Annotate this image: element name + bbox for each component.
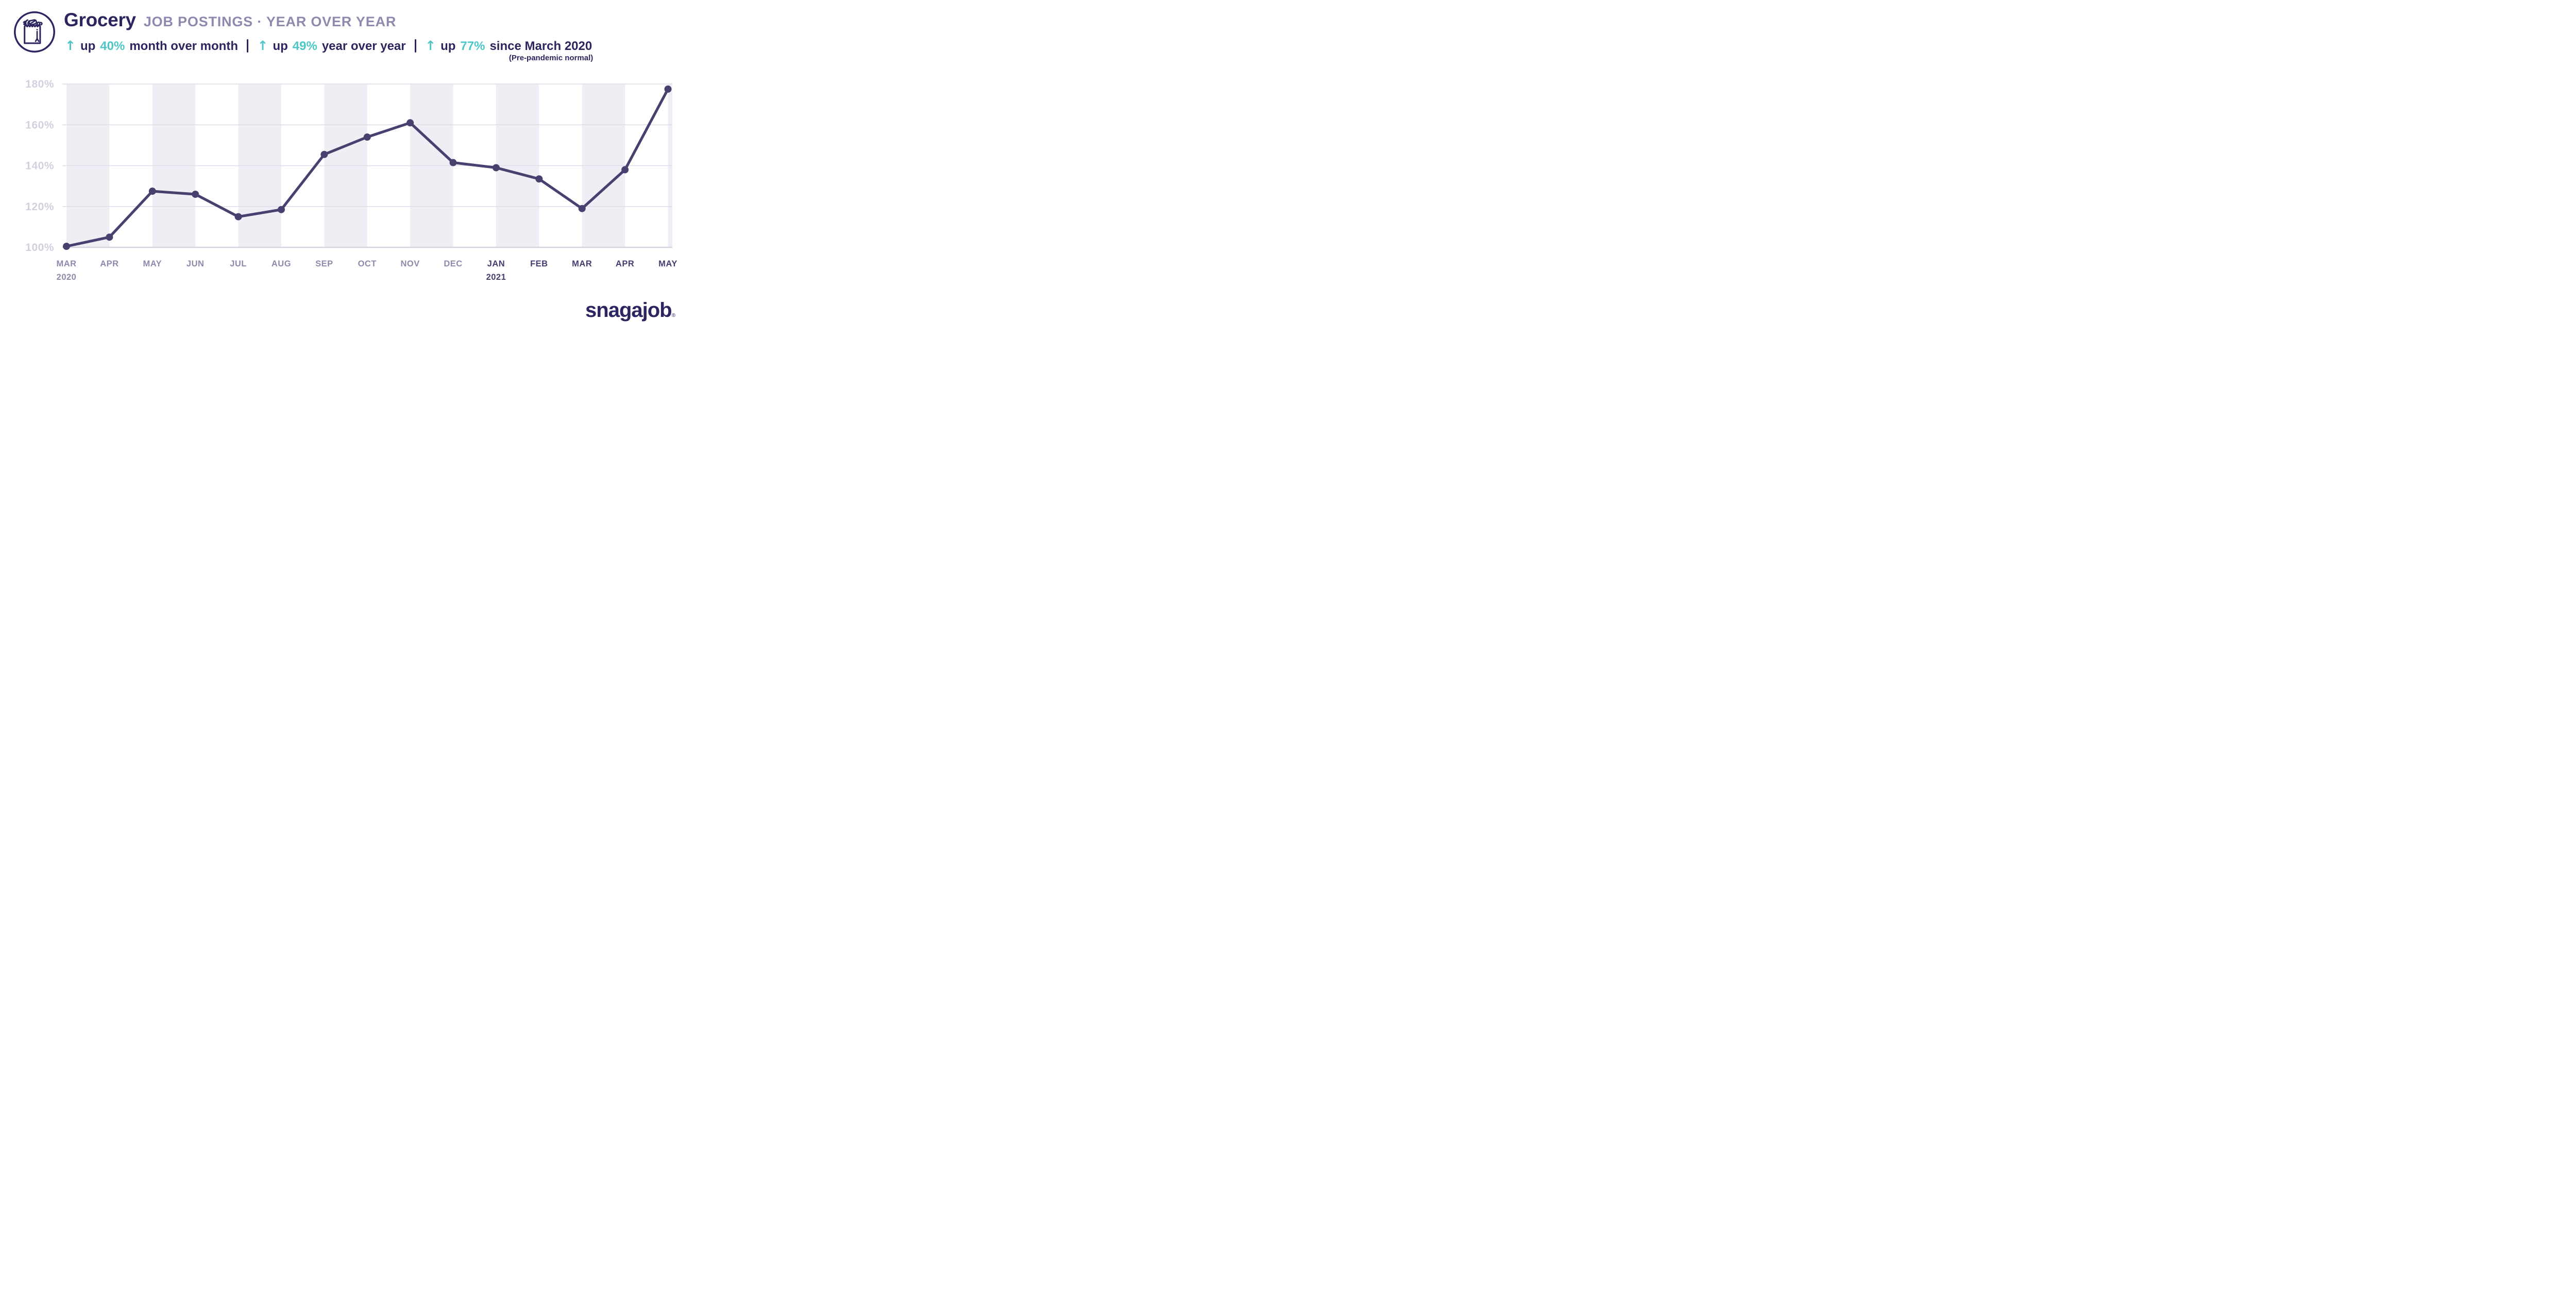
up-arrow-icon: ↑ xyxy=(425,38,436,53)
month-label: APR xyxy=(100,259,118,268)
line-chart: 100% 120% 140% 160% 180% MAR APR MAY JUN JUL AUG SE… xyxy=(25,78,677,282)
y-tick-label: 120% xyxy=(25,201,54,213)
month-label: NOV xyxy=(401,259,420,268)
month-label: FEB xyxy=(530,259,548,268)
page-subtitle: JOB POSTINGS · YEAR OVER YEAR xyxy=(143,14,397,29)
stat-prefix: up xyxy=(440,39,456,53)
stat-suffix: since March 2020 xyxy=(489,39,592,53)
stat-suffix: year over year xyxy=(321,39,406,53)
stat-value: 40% xyxy=(100,39,125,53)
stats-row: ↑ up 40% month over month ↑ up 49% year … xyxy=(65,38,593,62)
month-label: OCT xyxy=(358,259,377,268)
month-label: SEP xyxy=(315,259,333,268)
data-point xyxy=(664,85,672,93)
y-tick-label: 160% xyxy=(25,119,54,131)
year-label: 2021 xyxy=(486,273,506,282)
year-label: 2020 xyxy=(57,273,77,282)
data-point xyxy=(106,233,113,241)
month-label: AUG xyxy=(272,259,291,268)
stat-value: 49% xyxy=(292,39,317,53)
data-point xyxy=(363,133,371,141)
stat-suffix: month over month xyxy=(129,39,238,53)
logo-text: snagajob xyxy=(585,299,672,322)
month-label: MAR xyxy=(572,259,592,268)
data-point xyxy=(449,159,457,166)
data-point xyxy=(148,188,156,195)
month-label: MAR xyxy=(56,259,76,268)
month-label: JUL xyxy=(230,259,247,268)
month-label: DEC xyxy=(444,259,462,268)
stat-prefix: up xyxy=(80,39,96,53)
registered-mark: ® xyxy=(671,313,675,318)
data-point xyxy=(406,119,414,127)
stat-prefix: up xyxy=(273,39,288,53)
data-point xyxy=(621,166,629,174)
month-label: MAY xyxy=(658,259,677,268)
snagajob-logo: snagajob® xyxy=(585,299,675,322)
page-title: Grocery xyxy=(64,9,136,30)
data-point xyxy=(535,175,543,183)
pre-pandemic-note: (Pre-pandemic normal) xyxy=(509,54,594,62)
data-point xyxy=(492,164,500,172)
y-tick-label: 140% xyxy=(25,160,54,172)
stat-since-march-2020: ↑ up 77% since March 2020 (Pre-pandemic … xyxy=(425,38,593,62)
stat-value: 77% xyxy=(460,39,485,53)
stat-year-over-year: ↑ up 49% year over year xyxy=(257,38,405,54)
month-label: JAN xyxy=(487,259,505,268)
y-tick-label: 100% xyxy=(25,242,54,254)
grocery-job-postings-infographic: 100% 120% 140% 160% 180% MAR APR MAY JUN JUL AUG SE… xyxy=(0,0,705,329)
data-point xyxy=(63,243,70,250)
header: Grocery JOB POSTINGS · YEAR OVER YEAR xyxy=(64,9,396,31)
month-label: MAY xyxy=(143,259,162,268)
month-label: JUN xyxy=(187,259,205,268)
data-point xyxy=(277,206,285,213)
y-tick-label: 180% xyxy=(25,78,54,90)
stat-divider xyxy=(246,39,249,53)
data-point xyxy=(578,205,586,212)
month-label: APR xyxy=(616,259,634,268)
data-point xyxy=(234,213,242,221)
data-point xyxy=(320,150,328,158)
grocery-bag-icon xyxy=(13,10,56,54)
stat-month-over-month: ↑ up 40% month over month xyxy=(65,38,238,54)
icon-circle xyxy=(14,11,55,53)
up-arrow-icon: ↑ xyxy=(65,38,76,53)
stat-divider xyxy=(414,39,417,53)
data-point xyxy=(192,190,199,198)
up-arrow-icon: ↑ xyxy=(257,38,268,53)
